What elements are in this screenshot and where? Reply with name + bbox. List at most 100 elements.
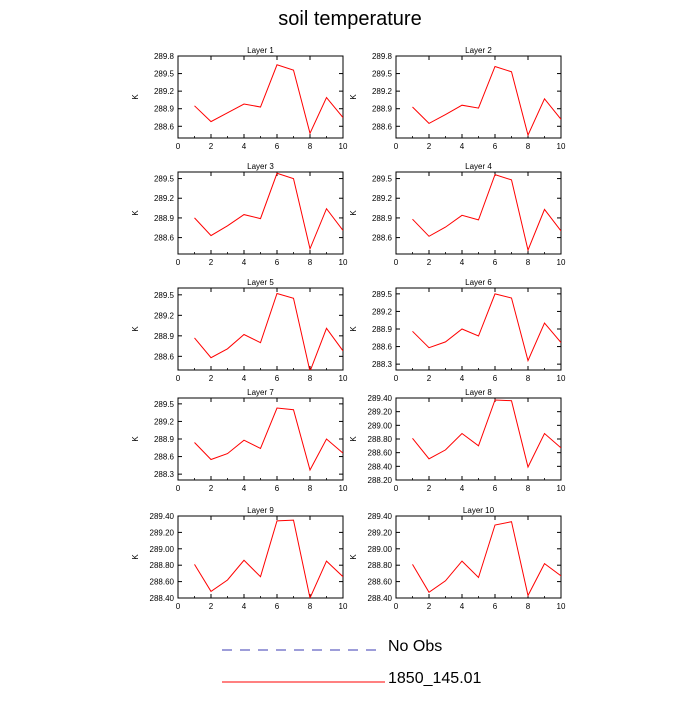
- y-tick-label: 288.40: [368, 462, 393, 471]
- y-tick-label: 289.8: [154, 52, 175, 61]
- y-axis-label: K: [349, 94, 358, 100]
- x-tick-label: 0: [394, 602, 399, 611]
- y-tick-label: 289.5: [154, 291, 175, 300]
- x-tick-label: 8: [308, 374, 313, 383]
- series-line: [412, 173, 561, 252]
- plot-frame: [395, 55, 562, 139]
- x-tick-label: 10: [339, 602, 348, 611]
- plot-frame: [395, 515, 562, 599]
- y-tick-label: 289.20: [368, 528, 393, 537]
- x-tick-label: 6: [493, 142, 498, 151]
- y-axis-label: K: [131, 554, 140, 560]
- chart-panel-8: Layer 8 K 0 2 4 6 8 10 288.20 288.40 288.60 288.80 2…: [349, 388, 566, 493]
- y-tick-label: 289.2: [154, 87, 175, 96]
- y-tick-label: 288.6: [372, 122, 393, 131]
- panel-title: Layer 10: [463, 506, 495, 515]
- plot-frame: [395, 287, 562, 371]
- x-tick-label: 8: [526, 258, 531, 267]
- x-tick-label: 10: [557, 484, 566, 493]
- plot-frame: [177, 397, 344, 481]
- y-tick-label: 289.00: [150, 545, 175, 554]
- x-tick-label: 2: [209, 484, 214, 493]
- y-axis-label: K: [349, 554, 358, 560]
- chart-panel-3: Layer 3 K 0 2 4 6 8 10 288.6 288.9 289.2 289.5: [131, 162, 348, 267]
- y-tick-label: 288.9: [154, 332, 175, 341]
- chart-panel-9: Layer 9 K 0 2 4 6 8 10 288.40 288.60 288.80 289.00 2…: [131, 506, 348, 611]
- panel-title: Layer 2: [465, 46, 492, 55]
- x-tick-label: 8: [308, 484, 313, 493]
- chart-panels: Layer 1 K 0 2 4 6 8 10 288.6 288.9 289.2 289.5 289.8…: [131, 46, 566, 611]
- x-tick-label: 0: [394, 142, 399, 151]
- x-tick-label: 8: [526, 602, 531, 611]
- plot-frame: [177, 287, 344, 371]
- y-tick-label: 288.6: [154, 122, 175, 131]
- x-tick-label: 8: [526, 142, 531, 151]
- x-tick-label: 0: [176, 142, 181, 151]
- chart-panel-7: Layer 7 K 0 2 4 6 8 10 288.3 288.6 288.9 289.2 289.5: [131, 388, 348, 493]
- x-tick-label: 2: [427, 258, 432, 267]
- x-tick-label: 10: [557, 374, 566, 383]
- y-tick-label: 289.5: [154, 175, 175, 184]
- y-tick-label: 289.00: [368, 421, 393, 430]
- x-tick-label: 6: [493, 374, 498, 383]
- x-tick-label: 10: [557, 142, 566, 151]
- x-tick-label: 2: [427, 602, 432, 611]
- y-tick-label: 289.5: [154, 70, 175, 79]
- y-tick-label: 288.9: [154, 214, 175, 223]
- y-tick-label: 288.6: [372, 234, 393, 243]
- x-tick-label: 10: [339, 484, 348, 493]
- legend-label-no-obs: No Obs: [388, 638, 443, 655]
- y-tick-label: 289.40: [150, 512, 175, 521]
- chart-panel-6: Layer 6 K 0 2 4 6 8 10 288.3 288.6 288.9 289.2 289.5: [349, 278, 566, 383]
- plot-frame: [395, 397, 562, 481]
- y-tick-label: 288.3: [154, 470, 175, 479]
- x-tick-label: 0: [176, 374, 181, 383]
- y-tick-label: 288.3: [372, 360, 393, 369]
- series-line: [194, 172, 343, 251]
- y-tick-label: 288.9: [154, 435, 175, 444]
- x-tick-label: 6: [493, 602, 498, 611]
- y-axis-label: K: [349, 326, 358, 332]
- y-tick-label: 288.9: [372, 325, 393, 334]
- panel-title: Layer 5: [247, 278, 274, 287]
- y-tick-label: 288.6: [154, 352, 175, 361]
- y-tick-label: 289.5: [372, 290, 393, 299]
- y-tick-label: 289.40: [368, 394, 393, 403]
- x-tick-label: 4: [460, 602, 465, 611]
- x-tick-label: 6: [275, 374, 280, 383]
- y-tick-label: 288.40: [368, 594, 393, 603]
- x-tick-label: 10: [557, 258, 566, 267]
- x-tick-label: 8: [526, 374, 531, 383]
- series-line: [194, 64, 343, 135]
- y-tick-label: 288.80: [368, 435, 393, 444]
- plot-frame: [177, 171, 344, 255]
- x-tick-label: 4: [242, 484, 247, 493]
- x-tick-label: 6: [493, 258, 498, 267]
- series-line: [412, 399, 561, 469]
- x-tick-label: 6: [493, 484, 498, 493]
- series-line: [194, 519, 343, 598]
- x-tick-label: 8: [308, 602, 313, 611]
- y-tick-label: 288.60: [150, 578, 175, 587]
- x-tick-label: 2: [427, 142, 432, 151]
- x-tick-label: 0: [394, 374, 399, 383]
- y-tick-label: 288.20: [368, 476, 393, 485]
- plot-frame: [395, 171, 562, 255]
- x-tick-label: 4: [242, 142, 247, 151]
- chart-panel-5: Layer 5 K 0 2 4 6 8 10 288.6 288.9 289.2 289.5: [131, 278, 348, 383]
- y-axis-label: K: [349, 210, 358, 216]
- x-tick-label: 2: [427, 374, 432, 383]
- y-tick-label: 288.60: [368, 449, 393, 458]
- y-tick-label: 289.2: [154, 417, 175, 426]
- series-line: [412, 65, 561, 137]
- y-tick-label: 288.80: [150, 561, 175, 570]
- x-tick-label: 4: [460, 142, 465, 151]
- x-tick-label: 8: [308, 258, 313, 267]
- y-axis-label: K: [131, 94, 140, 100]
- y-tick-label: 289.2: [372, 194, 393, 203]
- panel-title: Layer 7: [247, 388, 274, 397]
- y-axis-label: K: [131, 326, 140, 332]
- x-tick-label: 2: [209, 142, 214, 151]
- y-tick-label: 288.6: [372, 343, 393, 352]
- panel-title: Layer 6: [465, 278, 492, 287]
